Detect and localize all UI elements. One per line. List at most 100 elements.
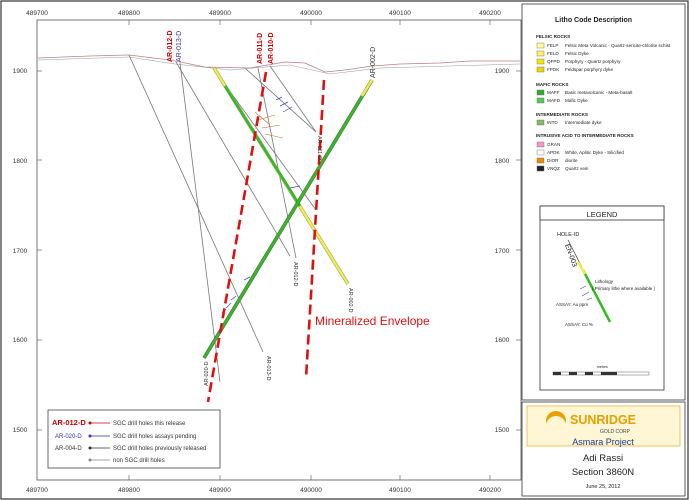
- logo-main: SUNRIDGE: [570, 413, 636, 427]
- litho-desc: Quartz vein: [565, 166, 589, 171]
- y-tick-label: 1900: [495, 68, 510, 75]
- legend-lithology-note: ( Primary lithe where available ): [592, 286, 656, 291]
- assay-bars-cu: [254, 111, 284, 139]
- hole-label-ar-012-d: AR-012-D: [167, 30, 174, 62]
- x-tick-label: 490000: [300, 10, 322, 17]
- hole-label-ar-010-d: AR-010-D: [268, 32, 275, 64]
- litho-code: GRAN: [547, 142, 560, 147]
- area-name: Adi Rassi: [583, 453, 623, 464]
- envelope-boundary: [304, 79, 326, 379]
- litho-desc: White, Aplitic Dyke - Silicified: [565, 150, 624, 155]
- litho-desc: Feldspar porphyry dyke: [565, 67, 613, 72]
- map-date: June 25, 2012: [586, 484, 621, 490]
- legend-desc: SGC drill holes this release: [113, 421, 186, 427]
- litho-code: INTD: [547, 120, 558, 125]
- legend-assay-au: ASSAY: Au ppm: [556, 302, 588, 307]
- x-tick-label: 490200: [479, 10, 501, 17]
- litho-code: MAFF: [547, 90, 560, 95]
- litho-desc: Porphyry - Quartz porphyry: [565, 59, 621, 64]
- y-tick-label: 1500: [13, 427, 28, 434]
- hole-toe-label: AR-011-D: [316, 136, 322, 160]
- hole-label-ar-002-d: AR-002-D: [370, 47, 377, 78]
- felsic-interval: [360, 79, 374, 97]
- section-name: Section 3860N: [572, 467, 634, 478]
- plot-frame: [36, 19, 522, 481]
- legend-desc: SGC drill holes assays pending: [113, 434, 196, 440]
- hole-toe-label: AR-012-D: [292, 262, 298, 286]
- y-axis-right: 1900 1800 1700 1600 1500: [495, 68, 510, 434]
- drill-hole-trace: [179, 62, 221, 383]
- topography-line: [37, 54, 520, 73]
- hole-toe-label: AR-002-D: [347, 288, 353, 312]
- legend-code: AR-020-D: [55, 434, 82, 440]
- envelope-label: Mineralized Envelope: [315, 314, 430, 328]
- legend-sample-assays: [579, 285, 593, 301]
- legend-title: LEGEND: [587, 210, 618, 219]
- litho-desc: Mafic Dyke: [565, 98, 588, 103]
- y-tick-label: 1800: [495, 158, 510, 165]
- x-tick-label: 490000: [300, 487, 322, 494]
- legend-hole-id: HOLE-ID: [557, 232, 579, 238]
- mafic-interval: [223, 85, 302, 207]
- litho-heading: MAFIC ROCKS: [536, 82, 568, 87]
- toe-labels: AR-011-D AR-012-D AR-020-D AR-013-D AR-0…: [204, 136, 353, 386]
- litho-heading: INTRUSIVE ACID TO INTERMEDIATE ROCKS: [536, 133, 634, 138]
- x-tick-label: 489700: [26, 10, 48, 17]
- topography-line-secondary: [37, 56, 521, 75]
- drill-hole-trace: [257, 67, 297, 259]
- hole-toe-label: AR-020-D: [204, 362, 210, 386]
- x-axis-bottom: 489700 489800 489900 490000 490100 49020…: [26, 487, 501, 494]
- x-tick-label: 490100: [389, 10, 411, 17]
- x-axis-top: 489700 489800 489900 490000 490100 49020…: [26, 10, 501, 17]
- litho-desc: Felsic Dyke: [565, 51, 589, 56]
- y-tick-label: 1900: [13, 68, 28, 75]
- litho-desc: Felsic Meta Volcanic - Quartz-sericite-c…: [565, 43, 671, 48]
- litho-code: FELD: [547, 51, 559, 56]
- litho-title: Litho Code Description: [555, 17, 632, 24]
- y-tick-label: 1500: [495, 427, 510, 434]
- litho-code: DIOR: [547, 158, 559, 163]
- legend-desc: non SGC drill holes: [113, 458, 165, 464]
- drill-hole-trace: [269, 65, 317, 133]
- y-tick-label: 1700: [13, 248, 28, 255]
- legend-sample-felsic: [576, 261, 587, 275]
- hole-legend: AR-012-D SGC drill holes this release AR…: [47, 409, 221, 469]
- x-tick-label: 490200: [479, 487, 501, 494]
- hole-label-ar-013-d: AR-013-D: [176, 31, 183, 62]
- litho-code: APDK: [547, 150, 560, 155]
- mineralized-envelope: [206, 71, 326, 403]
- litho-code: QFPD: [547, 59, 560, 64]
- project-name: Asmara Project: [572, 437, 634, 447]
- mafic-interval: [202, 79, 374, 359]
- x-tick-label: 489700: [26, 487, 48, 494]
- litho-desc: diorite: [565, 158, 578, 163]
- litho-legend: Litho Code Description FELSIC ROCKS FELP…: [536, 17, 671, 172]
- litho-code: MAFD: [547, 98, 561, 103]
- legend-box: LEGEND HOLE-ID EN-003 Lithology ( Primar…: [539, 205, 665, 391]
- y-tick-label: 1600: [13, 337, 28, 344]
- litho-heading: INTERMEDIATE ROCKS: [536, 112, 588, 117]
- title-block: SUNRIDGE GOLD CORP Asmara Project Adi Ra…: [521, 401, 686, 497]
- legend-desc: SGC drill holes previously released: [113, 446, 206, 452]
- x-tick-label: 490100: [389, 487, 411, 494]
- x-tick-label: 489900: [209, 10, 231, 17]
- hole-toe-label: AR-013-D: [265, 356, 271, 380]
- x-tick-marks: [128, 20, 491, 480]
- scale-unit: metres: [597, 365, 608, 369]
- legend-assay-cu: ASSAY: Cu %: [565, 322, 593, 327]
- y-tick-marks: [37, 70, 521, 431]
- litho-code: FPDK: [547, 67, 560, 72]
- x-tick-label: 489800: [118, 487, 140, 494]
- litho-code: VNQZ: [547, 166, 560, 171]
- legend-lithology: Lithology: [595, 279, 614, 284]
- litho-heading: FELSIC ROCKS: [536, 34, 570, 39]
- collar-labels: AR-012-D AR-013-D AR-011-D AR-010-D AR-0…: [167, 30, 377, 78]
- y-tick-label: 1600: [495, 337, 510, 344]
- drill-hole-trace: [128, 54, 264, 353]
- logo-sub: GOLD CORP: [600, 429, 631, 435]
- drill-hole-trace: [175, 61, 291, 257]
- drill-hole-trace: [245, 68, 317, 133]
- litho-desc: Intermediate dyke: [565, 120, 602, 125]
